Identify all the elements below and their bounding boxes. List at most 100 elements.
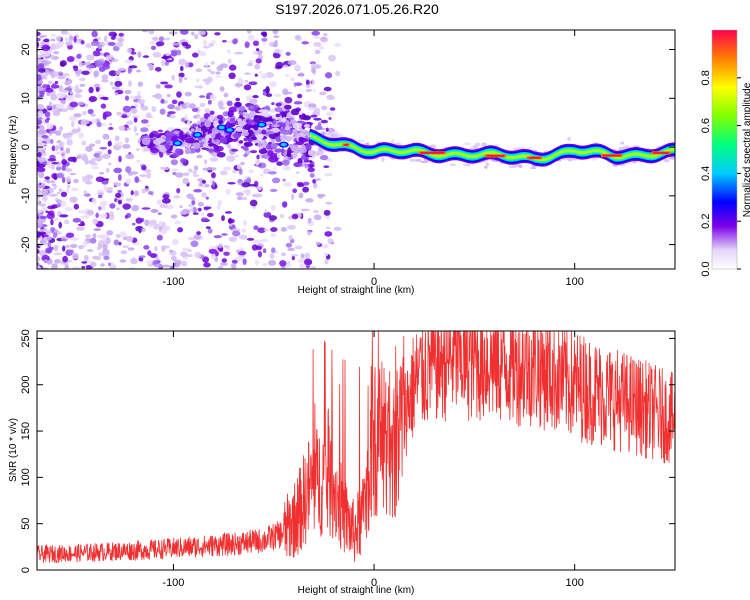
spectrogram-speckle — [96, 121, 102, 128]
spectrogram-speckle — [328, 54, 336, 62]
spectrogram-speckle — [91, 30, 98, 38]
spectrogram-speckle — [81, 266, 85, 269]
spectrogram-speckle — [43, 138, 48, 142]
spectrogram-cone-blob — [265, 86, 270, 94]
spectrogram-speckle — [323, 209, 331, 216]
spectrogram-speckle — [242, 258, 247, 265]
spectrogram-speckle — [188, 203, 194, 208]
spectrogram-hotspot — [258, 122, 265, 127]
spectrogram-speckle — [271, 102, 275, 106]
spectrogram-speckle — [221, 258, 227, 263]
spectrogram-speckle — [85, 43, 92, 48]
spectrogram-speckle — [71, 128, 79, 134]
spectrogram-cone-blob — [269, 143, 278, 149]
spectrogram-speckle — [287, 224, 296, 230]
spectrogram-speckle — [254, 63, 261, 70]
spectrogram-cone-blob — [303, 123, 311, 129]
spectrogram-speckle — [125, 166, 132, 173]
spectrogram-halo — [567, 136, 571, 142]
spectrogram-speckle — [219, 170, 228, 176]
spectrogram-speckle — [45, 210, 49, 213]
spectrogram-cone-blob — [249, 150, 258, 154]
spectrogram-cone-blob — [250, 136, 258, 140]
spectrogram-cone-blob — [303, 159, 311, 163]
spectrogram-speckle — [148, 30, 155, 35]
spectrogram-speckle — [219, 86, 225, 92]
spectrogram-speckle — [102, 212, 108, 219]
spectrogram-speckle — [268, 215, 278, 221]
snr-x-tick-label: -100 — [162, 577, 184, 589]
spectrogram-speckle — [77, 153, 83, 159]
spectrogram-speckle — [37, 91, 40, 97]
spectrogram-speckle — [63, 72, 70, 77]
spectrogram-speckle — [66, 139, 73, 146]
spectrogram-speckle — [130, 171, 139, 175]
spectrogram-cone-blob — [243, 153, 248, 158]
spectrogram-speckle — [150, 45, 157, 51]
spectrogram-speckle — [228, 72, 236, 80]
spectrogram-speckle — [252, 40, 260, 47]
spectrogram-speckle — [224, 211, 232, 214]
spectrogram-speckle — [110, 36, 116, 40]
spectrogram-speckle — [279, 213, 285, 219]
spectrogram-ridge-peak — [652, 151, 669, 154]
spectrogram-speckle — [110, 81, 114, 86]
spectrogram-speckle — [118, 155, 122, 163]
spectrogram-speckle — [126, 47, 133, 54]
spectrogram-speckle — [314, 178, 322, 181]
spectrogram-speckle — [260, 31, 267, 36]
spectrogram-speckle — [71, 252, 79, 260]
spectrogram-speckle — [114, 135, 120, 142]
spectrogram-speckle — [311, 67, 316, 74]
spectrogram-cone-blob — [199, 117, 206, 123]
spectrogram-speckle — [191, 200, 196, 205]
spectrogram-speckle — [127, 68, 132, 74]
spectrogram-speckle — [135, 148, 140, 151]
spectrogram-speckle — [73, 203, 80, 210]
spectrogram-speckle — [122, 245, 130, 249]
spectrogram-speckle — [236, 249, 240, 254]
spectrogram-speckle — [329, 96, 335, 100]
spectrogram-speckle — [173, 258, 178, 264]
spectrogram-speckle — [135, 217, 143, 224]
spectrogram-cone-blob — [238, 140, 244, 144]
spectrogram-speckle — [298, 72, 304, 77]
spectrogram-speckle — [46, 105, 51, 109]
spectrogram-speckle — [333, 226, 342, 231]
spectrogram-speckle — [223, 92, 229, 98]
spectrogram-speckle — [103, 255, 110, 261]
spectrogram-cone-blob — [276, 151, 281, 159]
spectrogram-cone-blob — [155, 137, 165, 143]
snr-y-ticks: 0 50 100 150 200 250 — [20, 329, 675, 573]
spectrogram-cone-blob — [249, 98, 258, 105]
spectrogram-speckle — [126, 120, 134, 126]
spectrogram-speckle — [164, 61, 170, 66]
colorbar-tick-label: 0.0 — [700, 261, 712, 276]
spectrogram-speckle — [154, 66, 162, 72]
spectrogram-speckle — [134, 95, 142, 100]
spectrogram-speckle — [42, 196, 48, 202]
spectrogram-speckle — [300, 253, 305, 259]
spectrogram-speckle — [90, 158, 99, 162]
spectrogram-cone-blob — [179, 134, 187, 141]
spectrogram-speckle — [82, 110, 87, 116]
spectrogram-speckle — [221, 39, 227, 43]
spectrogram-cone-blob — [302, 115, 311, 121]
spectrogram-speckle — [92, 255, 100, 260]
spectrogram-cone-blob — [248, 129, 254, 134]
spectrogram-speckle — [254, 73, 258, 77]
spectrogram-speckle — [78, 132, 84, 139]
spectrogram-ridge-peak — [486, 154, 505, 157]
spectrogram-speckle — [49, 139, 54, 144]
spectrogram-speckle — [65, 132, 74, 136]
spectrogram-halo — [567, 157, 574, 162]
spectrogram-speckle — [150, 209, 159, 213]
spectrogram-speckle — [37, 79, 44, 85]
snr-y-tick-label: 150 — [20, 422, 32, 440]
spectrogram-halo — [468, 147, 476, 150]
spectrogram-speckle — [177, 227, 184, 233]
spectrogram-speckle — [162, 194, 170, 199]
spectrogram-speckle — [59, 125, 64, 132]
spectrogram-cone-blob — [174, 148, 184, 154]
spectrogram-speckle — [92, 218, 99, 225]
